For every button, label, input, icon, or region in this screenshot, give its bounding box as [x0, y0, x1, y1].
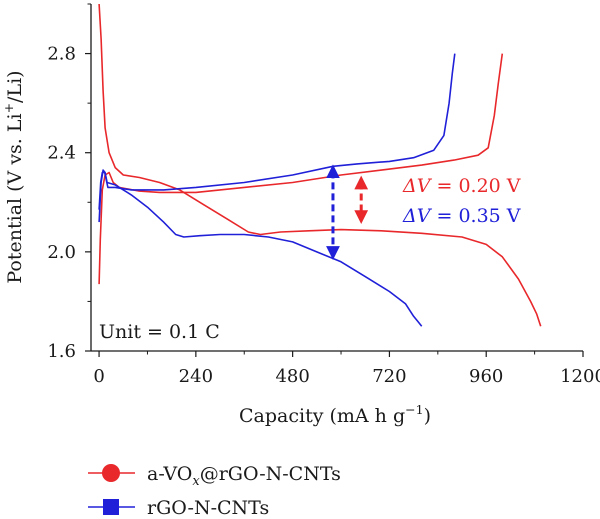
delta-v-red-label: ΔV = 0.20 V	[402, 175, 521, 197]
series-1-charge-curve	[98, 53, 456, 210]
series-1-discharge-curve	[98, 169, 423, 327]
x-tick-label: 0	[93, 366, 104, 387]
y-tick-label: 1.6	[47, 341, 76, 362]
x-tick-label: 480	[275, 366, 309, 387]
axes	[90, 4, 583, 352]
unit-annotation: Unit = 0.1 C	[99, 321, 220, 343]
legend-square-marker	[103, 499, 119, 515]
y-tick-label: 2.4	[47, 143, 76, 164]
x-ticks: 0 240 480 720 960 1200	[93, 351, 600, 387]
delta-arrows	[326, 164, 369, 260]
x-tick-label: 960	[469, 366, 503, 387]
data-curves	[98, 4, 542, 327]
legend-label-blue: rGO-N-CNTs	[147, 497, 269, 519]
plot-area: 0 240 480 720 960 1200 1.6 2.0 2.4 2.8	[47, 3, 600, 387]
series-0-charge-curve	[98, 53, 504, 285]
delta-v-blue-label: ΔV = 0.35 V	[402, 205, 521, 227]
x-tick-label: 240	[179, 366, 213, 387]
y-tick-label: 2.8	[47, 44, 76, 65]
x-tick-label: 720	[372, 366, 406, 387]
legend-item-blue: rGO-N-CNTs	[88, 497, 269, 519]
x-tick-label: 1200	[560, 366, 600, 387]
legend-circle-marker	[102, 464, 120, 482]
legend-label-red: a-VOx@rGO-N-CNTs	[147, 463, 341, 489]
y-tick-label: 2.0	[47, 242, 76, 263]
y-ticks: 1.6 2.0 2.4 2.8	[47, 3, 91, 362]
legend-item-red: a-VOx@rGO-N-CNTs	[88, 463, 341, 489]
y-axis-label: Potential (V vs. Li+/Li)	[1, 70, 26, 283]
series-0-discharge-curve	[98, 4, 542, 327]
legend: a-VOx@rGO-N-CNTs rGO-N-CNTs	[88, 463, 341, 519]
x-axis-label: Capacity (mA h g−1)	[239, 402, 431, 427]
